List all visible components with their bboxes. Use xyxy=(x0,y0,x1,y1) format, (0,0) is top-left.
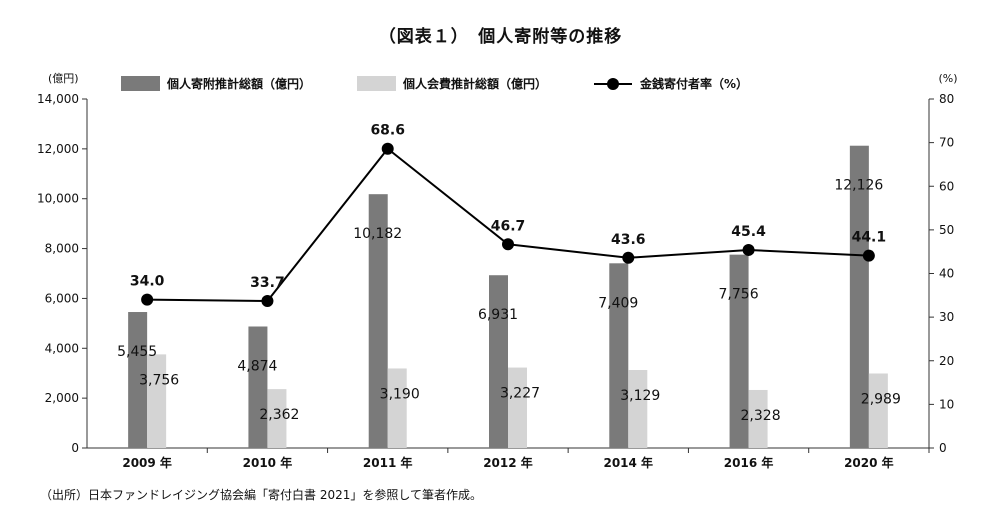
legend-label-membership: 個人会費推計総額（億円） xyxy=(402,76,547,91)
bar-donation-total xyxy=(128,312,148,448)
line-point xyxy=(862,249,875,262)
legend-swatch-membership xyxy=(357,76,396,91)
chart-bars xyxy=(128,145,888,449)
bar-membership-label: 3,227 xyxy=(500,386,540,402)
x-tick-label: 2011 年 xyxy=(363,455,413,470)
bar-membership-total xyxy=(387,368,407,448)
line-point-label: 34.0 xyxy=(130,274,165,290)
y-left-tick-label: 8,000 xyxy=(45,242,79,256)
x-tick-label: 2009 年 xyxy=(122,455,172,470)
y-right-tick-label: 0 xyxy=(939,441,947,455)
bar-membership-total xyxy=(147,354,167,448)
bar-donation-total xyxy=(849,145,869,449)
bar-membership-label: 2,362 xyxy=(259,407,299,423)
line-point-label: 68.6 xyxy=(370,123,405,139)
line-point-label: 44.1 xyxy=(852,230,887,246)
bar-donation-label: 5,455 xyxy=(117,344,157,360)
y-left-tick-label: 10,000 xyxy=(37,192,79,206)
bar-donation-label: 12,126 xyxy=(834,178,883,194)
bar-membership-total xyxy=(508,367,527,448)
bar-donation-total xyxy=(248,326,268,448)
y-right-tick-label: 80 xyxy=(939,92,954,106)
y-right-tick-label: 20 xyxy=(939,354,954,368)
line-point xyxy=(261,294,274,307)
line-point xyxy=(141,293,154,306)
bar-donation-label: 10,182 xyxy=(353,226,402,242)
y-left-tick-label: 2,000 xyxy=(45,391,79,405)
bar-donation-total xyxy=(729,254,749,448)
line-point-label: 45.4 xyxy=(731,224,766,240)
line-point xyxy=(381,142,394,155)
legend-swatch-donation xyxy=(121,76,160,91)
y-right-tick-label: 40 xyxy=(939,267,954,281)
chart-line xyxy=(141,142,875,307)
bar-donation-total xyxy=(489,275,508,448)
line-point-label: 46.7 xyxy=(491,218,526,234)
y-right-unit: (%) xyxy=(938,72,957,85)
legend-label-rate: 金銭寄付者率（%） xyxy=(639,76,748,91)
line-point xyxy=(742,243,755,256)
legend-swatch-marker xyxy=(607,78,619,90)
y-left-unit: (億円) xyxy=(48,72,79,85)
bar-membership-label: 3,129 xyxy=(620,388,660,404)
y-left-tick-label: 14,000 xyxy=(37,92,79,106)
x-tick-label: 2016 年 xyxy=(724,455,774,470)
bar-membership-total xyxy=(748,389,768,448)
bar-donation-label: 6,931 xyxy=(478,307,518,323)
y-left-tick-label: 4,000 xyxy=(45,341,79,355)
bar-donation-label: 7,756 xyxy=(719,287,759,303)
legend-label-donation: 個人寄附推計総額（億円） xyxy=(166,76,311,91)
x-tick-label: 2010 年 xyxy=(243,455,293,470)
line-point-label: 43.6 xyxy=(611,232,646,248)
bar-membership-total xyxy=(868,373,888,448)
bar-donation-label: 7,409 xyxy=(598,295,638,311)
line-point xyxy=(502,238,514,251)
x-tick-label: 2012 年 xyxy=(483,455,533,470)
chart-data-labels: 5,455 3,756 4,874 2,362 10,182 3,190 6,931 3,22… xyxy=(117,123,901,424)
source-note: （出所）日本ファンドレイジング協会編「寄付白書 2021」を参照して筆者作成。 xyxy=(40,488,482,502)
y-right-tick-label: 50 xyxy=(939,223,954,237)
chart-axes: 0 2,000 4,000 6,000 8,000 10,000 12,000 14,000 0… xyxy=(37,72,958,470)
bar-membership-label: 3,756 xyxy=(139,372,179,388)
bar-donation-label: 4,874 xyxy=(237,358,277,374)
bar-membership-label: 3,190 xyxy=(380,386,420,402)
y-left-tick-label: 12,000 xyxy=(37,142,79,156)
bar-donation-total xyxy=(609,263,629,448)
y-right-tick-label: 10 xyxy=(939,397,954,411)
bar-membership-total xyxy=(267,389,287,448)
x-tick-label: 2014 年 xyxy=(603,455,653,470)
line-point xyxy=(622,251,635,264)
y-right-tick-label: 60 xyxy=(939,179,954,193)
bar-membership-label: 2,989 xyxy=(861,391,901,407)
y-right-tick-label: 70 xyxy=(939,136,954,150)
y-right-tick-label: 30 xyxy=(939,310,954,324)
bar-membership-label: 2,328 xyxy=(741,408,781,424)
chart-title: （図表１） 個人寄附等の推移 xyxy=(378,27,623,47)
y-left-tick-label: 0 xyxy=(71,441,79,455)
bar-donation-total xyxy=(368,194,388,448)
y-left-tick-label: 6,000 xyxy=(45,291,79,305)
line-point-label: 33.7 xyxy=(250,275,285,291)
x-tick-label: 2020 年 xyxy=(844,455,894,470)
chart-legend: 個人寄附推計総額（億円） 個人会費推計総額（億円） 金銭寄付者率（%） xyxy=(121,76,748,91)
bar-membership-total xyxy=(628,369,648,448)
